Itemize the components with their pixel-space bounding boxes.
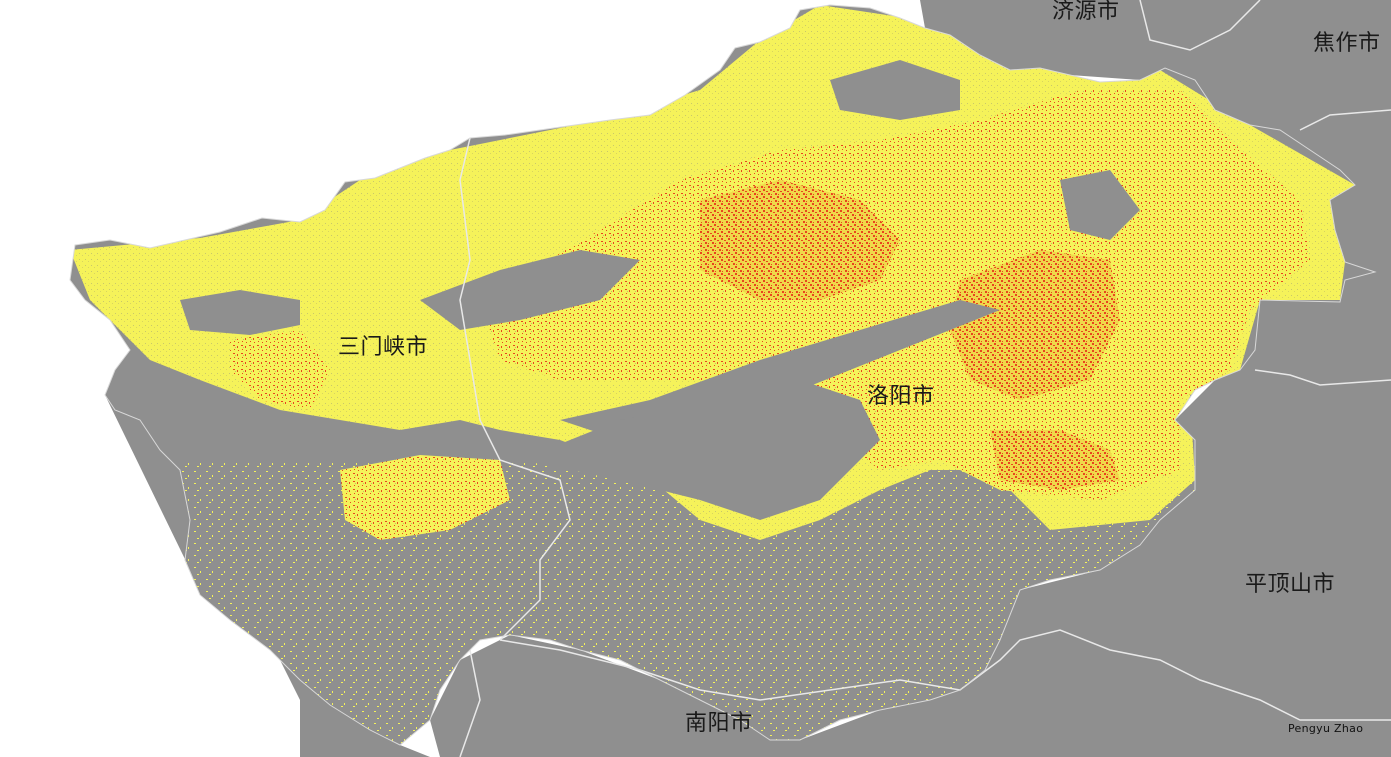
study-region[interactable]: [70, 5, 1375, 757]
valley-east: [1060, 170, 1140, 240]
boundary-east: [1254, 369, 1391, 386]
boundary-south: [499, 629, 1391, 721]
zone-west-mixed: [340, 455, 510, 540]
valley-center: [420, 250, 640, 330]
label-jiaozuo: 焦作市: [1313, 31, 1381, 56]
label-sanmenxia: 三门峡市: [338, 335, 429, 360]
zone-core-dense: [700, 180, 900, 300]
admin-boundaries: [459, 0, 1391, 757]
label-jiyuan: 济源市: [1052, 0, 1120, 24]
zone-core-dense: [990, 430, 1120, 490]
author-credit: Pengyu Zhao: [1288, 722, 1364, 735]
boundary-nanyang-west: [459, 649, 481, 757]
zone-west-mixed: [230, 330, 330, 410]
boundary-jiyuan: [1139, 0, 1261, 51]
boundary-sanmenxia-luoyang: [459, 137, 571, 641]
valley-west: [180, 290, 300, 335]
label-pingdingshan: 平顶山市: [1245, 572, 1336, 597]
valley-south-basin: [520, 380, 880, 520]
land-south-west: [105, 395, 430, 757]
valley-luo-river: [560, 300, 1000, 440]
label-nanyang: 南阳市: [685, 711, 753, 736]
label-luoyang: 洛阳市: [867, 384, 935, 409]
valley-north: [830, 60, 960, 120]
boundary-jiaozuo: [1299, 109, 1391, 131]
zone-core-dense: [950, 250, 1120, 400]
